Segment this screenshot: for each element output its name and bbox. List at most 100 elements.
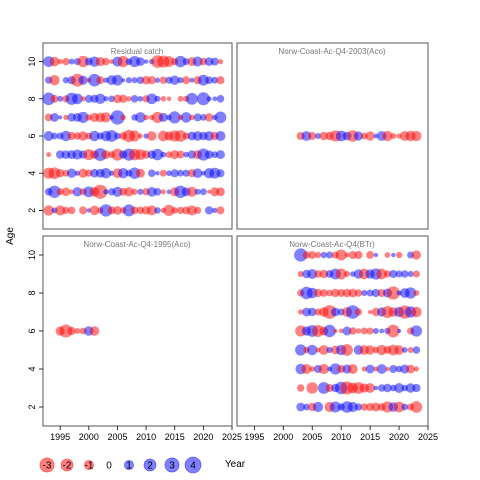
residual-bubble bbox=[386, 324, 400, 338]
residual-bubble bbox=[365, 364, 375, 374]
residual-bubble bbox=[342, 326, 352, 336]
residual-bubble bbox=[373, 385, 379, 391]
residual-bubble bbox=[159, 76, 168, 84]
residual-bubble bbox=[207, 189, 212, 194]
residual-bubble bbox=[89, 326, 100, 336]
residual-bubble bbox=[216, 169, 225, 178]
residual-bubble bbox=[395, 270, 403, 278]
residual-bubble bbox=[49, 75, 60, 86]
residual-bubble bbox=[95, 57, 105, 67]
residual-bubble bbox=[199, 188, 207, 196]
residual-bubble bbox=[335, 268, 347, 280]
residual-bubble bbox=[48, 185, 61, 198]
residual-bubble bbox=[55, 168, 65, 178]
residual-bubble bbox=[354, 308, 363, 316]
residual-bubble bbox=[103, 96, 109, 102]
residual-bubble bbox=[50, 94, 59, 103]
residual-bubble bbox=[348, 250, 357, 260]
residual-bubble bbox=[78, 75, 88, 85]
residual-bubble bbox=[326, 251, 334, 259]
residual-bubble bbox=[317, 382, 330, 394]
x-tick-label: 2005 bbox=[107, 432, 127, 442]
panel-title: Norw-Coast-Ac-Q4(BTr) bbox=[289, 240, 375, 249]
residual-bubble bbox=[294, 248, 308, 262]
size-legend: -3 -2 -1 0 1 2 3 4 bbox=[39, 456, 202, 474]
residual-bubble bbox=[382, 130, 393, 142]
residual-bubble bbox=[62, 57, 70, 66]
residual-bubble bbox=[354, 250, 363, 260]
y-tick-label: 10 bbox=[27, 57, 37, 67]
residual-bubble bbox=[301, 364, 312, 374]
residual-bubble bbox=[125, 77, 132, 84]
residual-bubble bbox=[347, 363, 358, 375]
residual-bubble bbox=[99, 204, 113, 217]
residual-bubble bbox=[80, 96, 86, 102]
residual-bubble bbox=[114, 132, 121, 140]
residual-bubble bbox=[192, 56, 203, 67]
residual-bubble bbox=[390, 132, 397, 140]
residual-bubble bbox=[206, 96, 212, 102]
residual-bubble bbox=[320, 251, 327, 259]
residual-bubble bbox=[361, 289, 368, 297]
residual-bubble bbox=[348, 288, 358, 298]
residual-bubble bbox=[366, 251, 375, 259]
legend-bubble bbox=[124, 460, 134, 470]
residual-bubble bbox=[95, 93, 106, 104]
bubbles-group bbox=[42, 55, 227, 217]
residual-bubble bbox=[78, 168, 88, 178]
residual-bubble bbox=[160, 189, 166, 195]
residual-bubble bbox=[193, 113, 202, 122]
residual-bubble bbox=[302, 251, 311, 259]
residual-bubble bbox=[318, 345, 329, 355]
residual-bubble bbox=[349, 327, 357, 335]
residual-bubble bbox=[100, 112, 112, 123]
residual-bubble bbox=[360, 327, 368, 335]
x-tick-label: 2015 bbox=[165, 432, 185, 442]
residual-bubble bbox=[314, 251, 322, 259]
residual-bubble bbox=[78, 131, 88, 141]
residual-bubble bbox=[379, 328, 385, 334]
residual-bubble bbox=[183, 151, 190, 158]
x-tick-label: 2015 bbox=[360, 432, 380, 442]
residual-bubble bbox=[79, 206, 88, 215]
y-tick-label: 2 bbox=[27, 208, 37, 213]
residual-bubble bbox=[177, 77, 184, 84]
residual-bubble bbox=[326, 289, 333, 297]
residual-bubble bbox=[394, 345, 404, 355]
residual-bubble bbox=[308, 251, 317, 259]
residual-bubble bbox=[371, 288, 381, 298]
legend-label: -1 bbox=[85, 461, 94, 472]
residual-bubble bbox=[412, 346, 421, 354]
residual-bubble bbox=[385, 366, 390, 372]
residual-bubble bbox=[61, 187, 71, 197]
residual-bubble bbox=[205, 76, 213, 85]
residual-bubble bbox=[86, 208, 92, 213]
residual-bubble bbox=[214, 111, 227, 124]
residual-bubble bbox=[182, 76, 191, 85]
residual-bubble bbox=[146, 186, 157, 197]
residual-bubble bbox=[373, 252, 379, 258]
residual-bubble bbox=[393, 401, 405, 413]
residual-bubble bbox=[122, 204, 135, 217]
residual-bubble bbox=[137, 188, 144, 195]
residual-bubble bbox=[376, 344, 387, 356]
residual-bubble bbox=[319, 269, 329, 279]
panel-frame bbox=[236, 235, 429, 427]
residual-bubble bbox=[411, 130, 422, 142]
residual-bubble bbox=[366, 327, 374, 335]
residual-bubble bbox=[405, 383, 416, 393]
residual-bubble bbox=[186, 186, 197, 197]
residual-bubble bbox=[103, 189, 109, 195]
x-tick-label: 2000 bbox=[273, 432, 293, 442]
residual-bubble bbox=[169, 75, 180, 85]
y-axis-title: Age bbox=[5, 227, 16, 245]
residual-bubble bbox=[153, 187, 162, 196]
residual-bubble bbox=[174, 55, 187, 68]
residual-bubble bbox=[158, 112, 168, 122]
residual-bubble bbox=[67, 131, 76, 141]
residual-bubble bbox=[136, 57, 145, 66]
residual-bubble bbox=[326, 346, 333, 354]
residual-bubble bbox=[365, 345, 375, 355]
residual-bubble bbox=[131, 77, 138, 84]
residual-bubble bbox=[401, 270, 409, 278]
